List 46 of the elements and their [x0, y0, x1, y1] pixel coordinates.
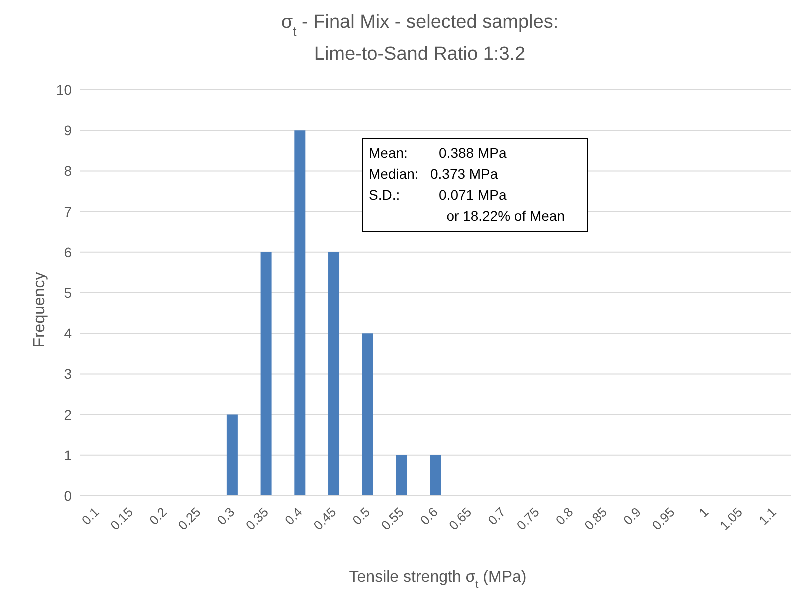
x-tick-label: 1.1	[756, 504, 780, 528]
x-tick-label: 0.6	[417, 504, 441, 528]
x-tick-label: 0.75	[514, 504, 542, 534]
y-tick-label: 1	[64, 447, 72, 464]
chart-subtitle: Lime-to-Sand Ratio 1:3.2	[314, 44, 526, 65]
x-tick-label: 1	[696, 504, 712, 520]
annotation: Mean: 0.388 MPa	[369, 144, 508, 163]
x-tick-label: 0.7	[485, 504, 509, 528]
x-tick-label: 0.2	[146, 504, 170, 528]
x-tick-label: 0.3	[214, 504, 238, 528]
x-tick-label: 0.4	[282, 504, 306, 528]
y-tick-label: 7	[64, 204, 72, 220]
annotation: or 18.22% of Mean	[446, 207, 566, 226]
x-tick-label: 0.15	[108, 504, 136, 534]
x-tick-label: 0.85	[582, 504, 610, 534]
bar	[396, 455, 408, 496]
x-tick-label: 0.5	[350, 504, 374, 528]
bar	[260, 252, 272, 496]
y-tick-label: 3	[64, 366, 72, 382]
x-tick-label: 0.8	[552, 504, 576, 528]
x-tick-label: 0.65	[446, 504, 475, 534]
annotation: Median: 0.373 MPa	[369, 165, 500, 184]
y-tick-label: 0	[64, 488, 72, 504]
bar	[362, 334, 374, 496]
x-axis-title: Tensile strength σ$_{t}$ (MPa)	[349, 569, 527, 591]
y-tick-label: 2	[64, 406, 72, 423]
x-tick-label: 0.95	[649, 504, 678, 534]
y-tick-label: 5	[64, 284, 72, 301]
y-tick-label: 8	[64, 163, 72, 180]
x-tick-label: 0.9	[620, 504, 644, 528]
y-tick-label: 4	[64, 326, 72, 342]
x-tick-label: 0.25	[175, 504, 204, 534]
bar	[328, 252, 340, 496]
y-tick-label: 6	[64, 244, 72, 260]
annotation: S.D.: 0.071 MPa	[369, 186, 508, 205]
x-tick-label: 0.1	[78, 504, 102, 528]
bar	[430, 455, 442, 496]
y-tick-label: 9	[64, 122, 72, 139]
chart-title: σ$_{t}$ - Final Mix - selected samples:	[281, 12, 559, 38]
y-axis-title: Frequency	[32, 272, 48, 348]
bar	[226, 414, 238, 496]
bar	[294, 130, 306, 496]
x-tick-label: 0.55	[378, 504, 407, 534]
y-tick-label: 10	[56, 82, 72, 98]
x-tick-label: 0.45	[310, 504, 340, 534]
x-tick-label: 0.35	[243, 504, 272, 534]
